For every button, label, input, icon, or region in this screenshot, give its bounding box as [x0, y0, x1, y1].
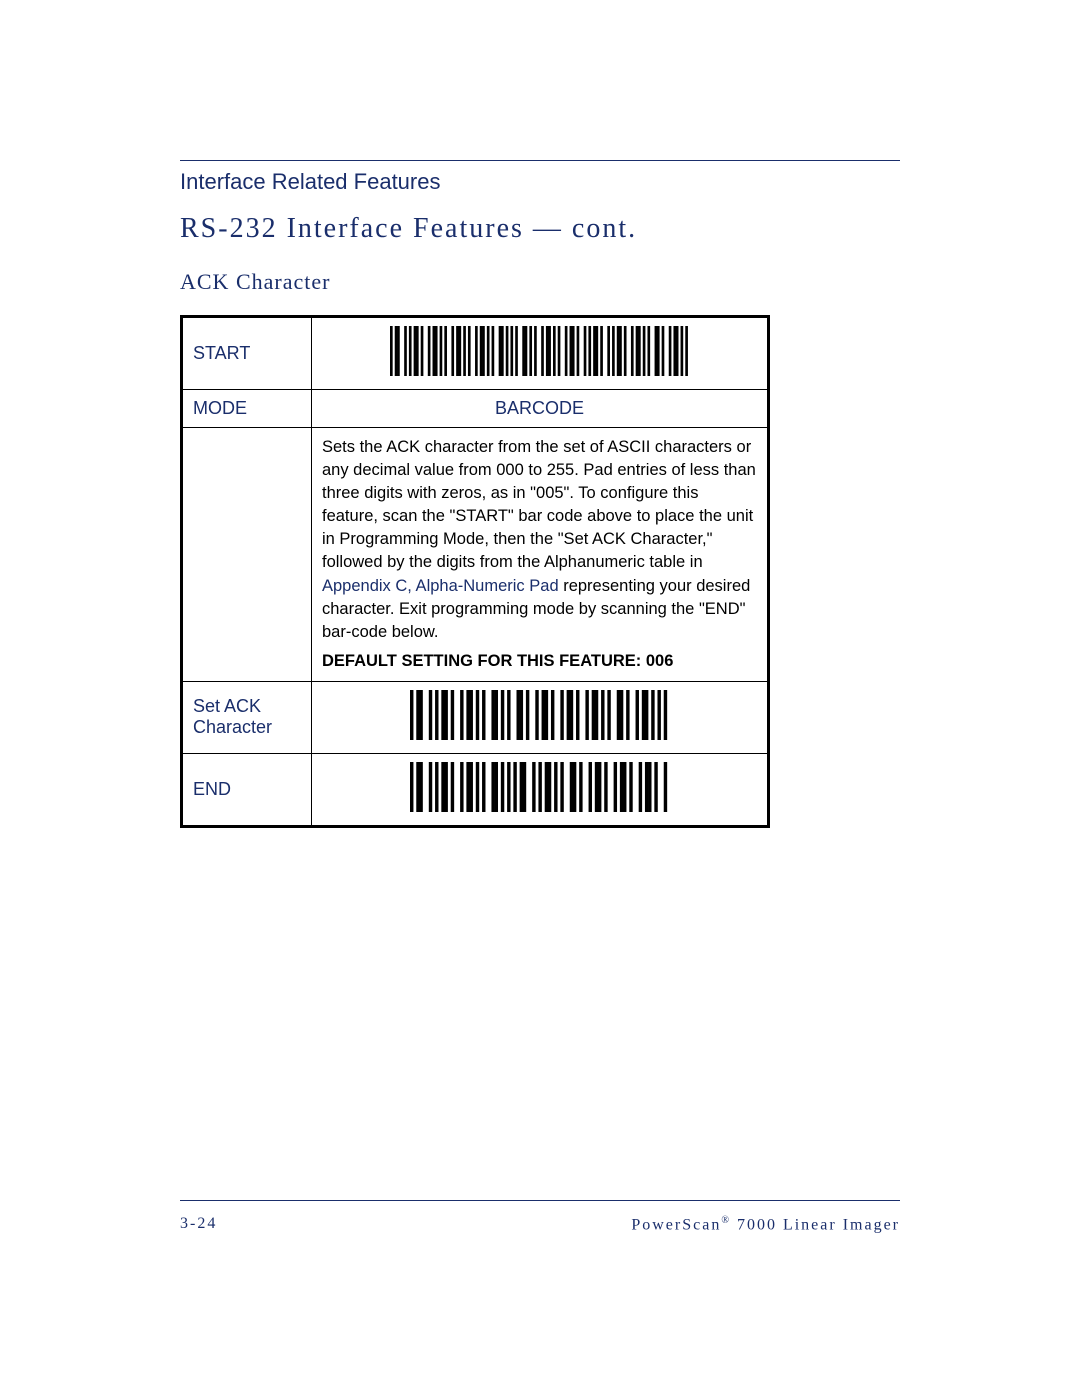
- section-header: Interface Related Features: [180, 169, 900, 195]
- config-table: START MODE BARCODE Sets the ACK characte…: [180, 315, 770, 828]
- header-rule: [180, 160, 900, 161]
- description-cell: Sets the ACK character from the set of A…: [312, 428, 769, 682]
- product-name: PowerScan® 7000 Linear Imager: [631, 1215, 900, 1234]
- footer-rule: [180, 1200, 900, 1201]
- mode-label: MODE: [182, 390, 312, 428]
- table-row: Set ACK Character: [182, 681, 769, 753]
- start-label: START: [182, 317, 312, 390]
- barcode-set: [410, 690, 670, 740]
- page-footer: 3-24 PowerScan® 7000 Linear Imager: [180, 1215, 900, 1234]
- subsection-title: ACK Character: [180, 269, 900, 295]
- set-barcode-cell: [312, 681, 769, 753]
- barcode-start: [390, 326, 690, 376]
- end-label: END: [182, 753, 312, 826]
- page-content: Interface Related Features RS-232 Interf…: [180, 160, 900, 828]
- empty-label: [182, 428, 312, 682]
- page-number: 3-24: [180, 1215, 217, 1234]
- registered-icon: ®: [721, 1215, 731, 1226]
- barcode-header: BARCODE: [312, 390, 769, 428]
- start-barcode-cell: [312, 317, 769, 390]
- set-label: Set ACK Character: [182, 681, 312, 753]
- barcode-end: [410, 762, 670, 812]
- product-pre: PowerScan: [631, 1216, 721, 1233]
- table-row: END: [182, 753, 769, 826]
- table-row: MODE BARCODE: [182, 390, 769, 428]
- table-row: Sets the ACK character from the set of A…: [182, 428, 769, 682]
- default-setting: DEFAULT SETTING FOR THIS FEATURE: 006: [322, 650, 757, 673]
- table-row: START: [182, 317, 769, 390]
- end-barcode-cell: [312, 753, 769, 826]
- product-post: 7000 Linear Imager: [731, 1216, 900, 1233]
- page-title: RS-232 Interface Features — cont.: [180, 213, 900, 245]
- description-text-1: Sets the ACK character from the set of A…: [322, 438, 756, 571]
- appendix-link[interactable]: Appendix C, Alpha-Numeric Pad: [322, 577, 559, 595]
